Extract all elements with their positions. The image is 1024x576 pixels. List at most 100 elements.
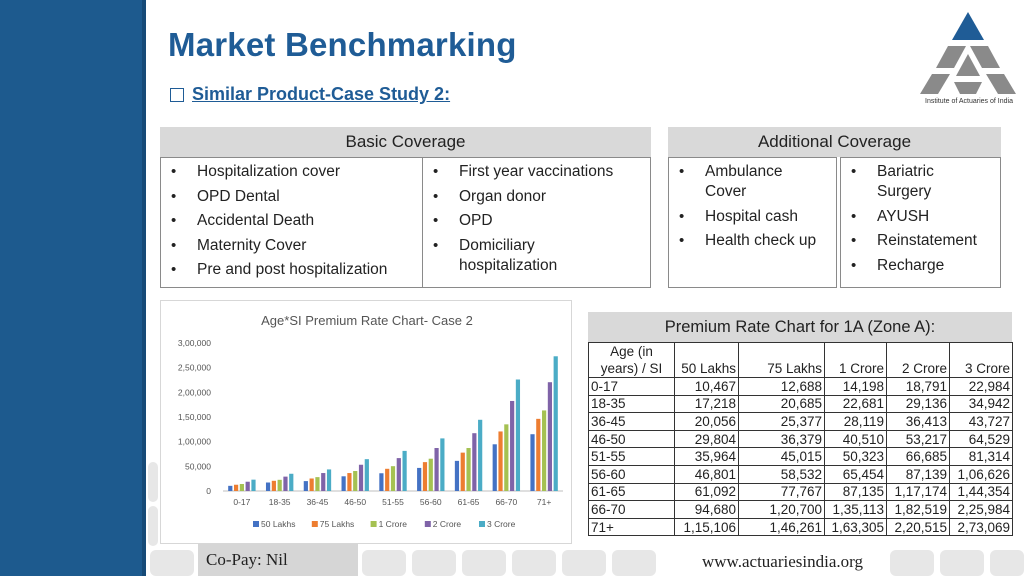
table-cell: 81,314: [949, 447, 1013, 466]
header-line: Age (in: [610, 344, 653, 359]
checkbox-bullet-icon: [170, 87, 184, 102]
x-tick-label: 18-35: [269, 497, 291, 507]
chart-bar: [396, 458, 401, 491]
x-tick-label: 71+: [537, 497, 551, 507]
table-row: 71+ 1,15,106 1,46,261 1,63,305 2,20,515 2,73,…: [588, 517, 1013, 537]
legend-label: 50 Lakhs: [261, 519, 296, 529]
x-tick-label: 51-55: [382, 497, 404, 507]
table-cell-age: 66-70: [588, 500, 675, 519]
list-item: Hospital cash: [669, 207, 836, 227]
legend-swatch: [370, 521, 377, 527]
x-tick-label: 36-45: [307, 497, 329, 507]
chart-bar: [472, 433, 477, 491]
table-cell: 35,964: [674, 447, 739, 466]
chart-bar: [228, 485, 233, 491]
chart-bar: [385, 468, 390, 491]
x-tick-label: 46-50: [344, 497, 366, 507]
table-cell: 29,804: [674, 429, 739, 449]
chart-bar: [341, 476, 346, 491]
decorative-block: [940, 550, 984, 576]
chart-bar: [353, 471, 358, 491]
additional-coverage-box-2: Bariatric Surgery AYUSH Reinstatement Re…: [840, 157, 1001, 288]
copay-label: Co-Pay: Nil: [198, 544, 358, 576]
decorative-block: [612, 550, 656, 576]
decorative-block: [150, 550, 194, 576]
table-cell: 94,680: [674, 500, 739, 519]
table-cell: 10,467: [674, 377, 739, 396]
chart-bar: [289, 473, 294, 491]
table-cell: 87,139: [886, 464, 950, 484]
y-tick-label: 1,00,000: [178, 437, 211, 447]
chart-bar: [547, 382, 553, 491]
legend-label: 75 Lakhs: [320, 519, 355, 529]
list-item: Health check up: [669, 231, 836, 251]
table-row: 18-35 17,218 20,685 22,681 29,136 34,942: [588, 394, 1013, 414]
chart-bar: [510, 400, 515, 491]
table-cell: 87,135: [824, 482, 887, 502]
decorative-block: [990, 550, 1024, 576]
table-cell: 12,688: [738, 377, 825, 396]
table-cell: 36,379: [738, 429, 825, 449]
list-item: Recharge: [841, 256, 1000, 276]
table-cell-age: 56-60: [588, 464, 675, 484]
chart-bar: [245, 481, 250, 491]
decorative-block: [362, 550, 406, 576]
table-cell: 1,35,113: [824, 500, 887, 519]
table-cell-age: 0-17: [588, 377, 675, 396]
chart-bar: [434, 448, 439, 491]
table-header-age: Age (in years) / SI: [588, 342, 675, 378]
table-cell-age: 51-55: [588, 447, 675, 466]
table-body: 0-17 10,467 12,688 14,198 18,791 22,984 18-35 1…: [588, 377, 1013, 537]
table-cell: 1,46,261: [738, 517, 825, 537]
y-tick-label: 2,50,000: [178, 363, 211, 373]
chart-title: Age*SI Premium Rate Chart- Case 2: [261, 313, 473, 328]
additional-coverage-list-1: Ambulance Cover Hospital cash Health che…: [669, 158, 836, 251]
table-cell: 2,73,069: [949, 517, 1013, 537]
table-cell: 65,454: [824, 464, 887, 484]
list-item: Hospitalization cover: [161, 162, 422, 182]
premium-table-heading: Premium Rate Chart for 1A (Zone A):: [588, 312, 1012, 342]
table-row: 56-60 46,801 58,532 65,454 87,139 1,06,626: [588, 464, 1013, 484]
table-cell: 2,20,515: [886, 517, 950, 537]
decorative-block: [148, 462, 158, 502]
chart-bar: [553, 356, 558, 491]
additional-coverage-heading: Additional Coverage: [668, 127, 1001, 157]
table-cell: 1,82,519: [886, 500, 950, 519]
legend-swatch: [253, 521, 259, 527]
table-cell-age: 61-65: [588, 482, 675, 502]
list-item: Organ donor: [423, 187, 650, 207]
x-tick-label: 66-70: [495, 497, 517, 507]
chart-bar: [358, 464, 364, 491]
table-header-cell: 3 Crore: [949, 342, 1013, 378]
chart-bar: [233, 484, 239, 491]
decorative-block: [562, 550, 606, 576]
legend-label: 2 Crore: [433, 519, 462, 529]
list-item: Bariatric Surgery: [841, 162, 951, 202]
table-cell: 61,092: [674, 482, 739, 502]
table-cell: 36,413: [886, 412, 950, 431]
table-cell: 34,942: [949, 394, 1013, 414]
legend-label: 1 Crore: [379, 519, 408, 529]
table-row: 51-55 35,964 45,015 50,323 66,685 81,314: [588, 447, 1013, 466]
iai-logo-icon: [920, 12, 1016, 94]
website-link[interactable]: www.actuariesindia.org: [702, 552, 863, 571]
page-title: Market Benchmarking: [168, 26, 517, 63]
table-cell: 2,25,984: [949, 500, 1013, 519]
y-tick-label: 50,000: [185, 461, 211, 471]
chart-bar: [402, 450, 407, 491]
list-item: AYUSH: [841, 207, 1000, 227]
table-header-cell: 75 Lakhs: [738, 342, 825, 378]
table-cell: 53,217: [886, 429, 950, 449]
table-cell: 17,218: [674, 394, 739, 414]
table-cell-age: 46-50: [588, 429, 675, 449]
table-cell: 22,681: [824, 394, 887, 414]
legend-swatch: [424, 521, 431, 527]
chart-svg: Age*SI Premium Rate Chart- Case 2 0 50,000…: [178, 313, 563, 529]
chart-bar: [542, 410, 547, 491]
basic-coverage-list-1: Hospitalization cover OPD Dental Acciden…: [161, 158, 422, 280]
chart-bar: [321, 473, 326, 491]
table-cell: 28,119: [824, 412, 887, 431]
legend-swatch: [479, 521, 485, 527]
decorative-block: [512, 550, 556, 576]
additional-coverage-list-2: Bariatric Surgery AYUSH Reinstatement Re…: [841, 158, 1000, 276]
